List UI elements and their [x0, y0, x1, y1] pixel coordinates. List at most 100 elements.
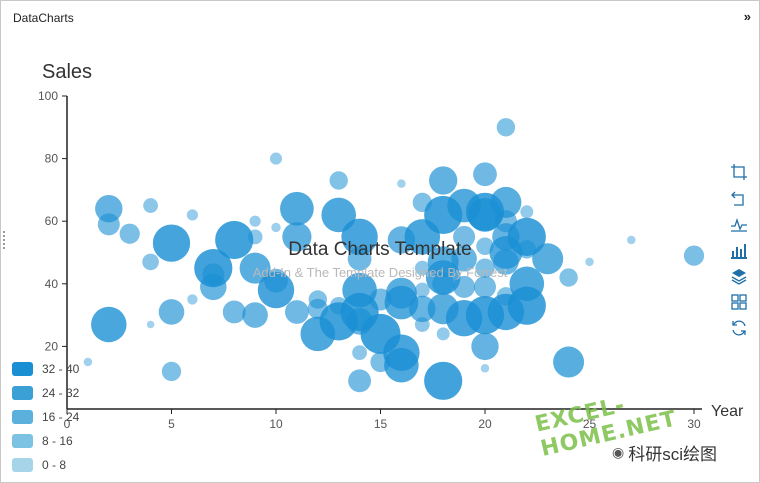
legend-label[interactable]: 16 - 24 — [42, 410, 80, 424]
bubble-point[interactable] — [553, 346, 585, 378]
bubble-point[interactable] — [453, 275, 476, 298]
bubble-point[interactable] — [95, 194, 123, 223]
bubble-point[interactable] — [186, 209, 198, 221]
bubble-point[interactable] — [257, 271, 295, 309]
bubble-point[interactable] — [432, 272, 455, 295]
y-tick-label: 40 — [45, 277, 59, 291]
bubble-point[interactable] — [585, 257, 594, 267]
x-tick-label: 30 — [687, 417, 701, 431]
bubble-point[interactable] — [474, 275, 496, 298]
bubble-point[interactable] — [222, 300, 246, 324]
legend-swatch[interactable] — [12, 458, 33, 472]
bubble-point[interactable] — [496, 118, 516, 137]
bubble-point[interactable] — [282, 222, 312, 252]
bubble-point[interactable] — [414, 260, 430, 276]
bubble-point[interactable] — [280, 191, 314, 226]
bubble-point[interactable] — [532, 243, 564, 275]
bubble-point[interactable] — [91, 306, 127, 343]
x-axis-label: Year — [711, 403, 744, 420]
bubble-point[interactable] — [414, 282, 430, 298]
bubble-point[interactable] — [517, 240, 536, 259]
y-tick-label: 80 — [45, 152, 59, 166]
bubble-point[interactable] — [490, 186, 522, 218]
bubble-point[interactable] — [152, 224, 191, 262]
legend-swatch[interactable] — [12, 362, 33, 376]
bubble-point[interactable] — [476, 237, 494, 255]
bubble-point[interactable] — [242, 302, 268, 328]
line-chart-icon[interactable] — [729, 214, 749, 234]
bubble-point[interactable] — [187, 294, 198, 305]
tiled-icon[interactable] — [729, 292, 749, 312]
undo-icon[interactable] — [729, 188, 749, 208]
app-title: DataCharts — [13, 11, 74, 25]
bubble-point[interactable] — [352, 345, 367, 361]
bubble-point[interactable] — [249, 215, 261, 227]
bubble-point[interactable] — [473, 162, 497, 187]
x-tick-label: 5 — [168, 417, 175, 431]
legend-swatch[interactable] — [12, 434, 33, 448]
bubble-point[interactable] — [480, 364, 490, 373]
bubble-point[interactable] — [475, 258, 495, 278]
y-tick-label: 20 — [45, 339, 59, 353]
bubble-point[interactable] — [202, 263, 225, 286]
bubble-point[interactable] — [119, 223, 140, 244]
bubble-point[interactable] — [271, 222, 281, 233]
bubble-point[interactable] — [507, 217, 546, 256]
legend-label[interactable]: 32 - 40 — [42, 362, 80, 376]
bubble-point[interactable] — [414, 317, 430, 332]
y-tick-label: 100 — [38, 89, 58, 103]
bubble-point[interactable] — [409, 295, 436, 323]
overlay-subtitle: Add-In & The Template Designed By Forres… — [253, 265, 508, 280]
bubble-point[interactable] — [348, 369, 372, 393]
x-tick-label: 20 — [478, 417, 492, 431]
bubble-point[interactable] — [269, 152, 283, 165]
bubble-point[interactable] — [285, 300, 309, 324]
bubble-point[interactable] — [161, 361, 182, 382]
bubble-point[interactable] — [143, 198, 159, 213]
bubble-series — [83, 118, 705, 400]
bubble-point[interactable] — [215, 220, 254, 260]
bubble-point[interactable] — [520, 205, 534, 219]
bubble-point[interactable] — [146, 320, 155, 329]
bubble-point[interactable] — [627, 235, 636, 245]
bubble-point[interactable] — [453, 225, 476, 248]
bubble-point[interactable] — [559, 268, 578, 287]
refresh-icon[interactable] — [729, 318, 749, 338]
bar-chart-icon[interactable] — [729, 240, 749, 260]
bubble-point[interactable] — [158, 299, 185, 325]
bubble-point[interactable] — [436, 327, 450, 341]
x-tick-label: 15 — [374, 417, 388, 431]
bubble-point[interactable] — [329, 171, 348, 190]
bubble-point[interactable] — [429, 166, 458, 195]
bubble-point[interactable] — [347, 246, 372, 271]
bubble-point[interactable] — [142, 253, 159, 271]
bubble-point[interactable] — [341, 218, 378, 256]
bubble-point[interactable] — [493, 249, 519, 275]
crop-icon[interactable] — [729, 162, 749, 182]
bubble-point[interactable] — [83, 357, 93, 367]
x-tick-label: 0 — [64, 417, 71, 431]
y-tick-label: 60 — [45, 214, 59, 228]
legend-swatch[interactable] — [12, 386, 33, 400]
bubble-point[interactable] — [384, 347, 419, 383]
chart-title: Sales — [42, 61, 92, 83]
bubble-point[interactable] — [247, 229, 263, 245]
double-chevron-right-icon[interactable]: » — [743, 9, 751, 24]
bubble-point[interactable] — [424, 361, 463, 400]
resize-handle[interactable] — [3, 231, 9, 249]
legend-label[interactable]: 24 - 32 — [42, 386, 80, 400]
legend-label[interactable]: 8 - 16 — [42, 434, 73, 448]
overlay-title: Data Charts Template — [288, 239, 471, 260]
x-tick-label: 10 — [269, 417, 283, 431]
bubble-point[interactable] — [683, 245, 705, 266]
bubble-point[interactable] — [471, 332, 499, 361]
bubble-point[interactable] — [97, 213, 120, 236]
legend-label[interactable]: 0 - 8 — [42, 458, 66, 472]
stack-icon[interactable] — [729, 266, 749, 286]
legend: 32 - 40 24 - 32 16 - 24 8 - 16 0 - 8 — [12, 362, 80, 472]
bubble-point[interactable] — [239, 252, 271, 284]
bubble-point[interactable] — [507, 286, 546, 325]
bubble-point[interactable] — [397, 179, 406, 188]
bubble-point[interactable] — [451, 245, 477, 272]
legend-swatch[interactable] — [12, 410, 33, 424]
